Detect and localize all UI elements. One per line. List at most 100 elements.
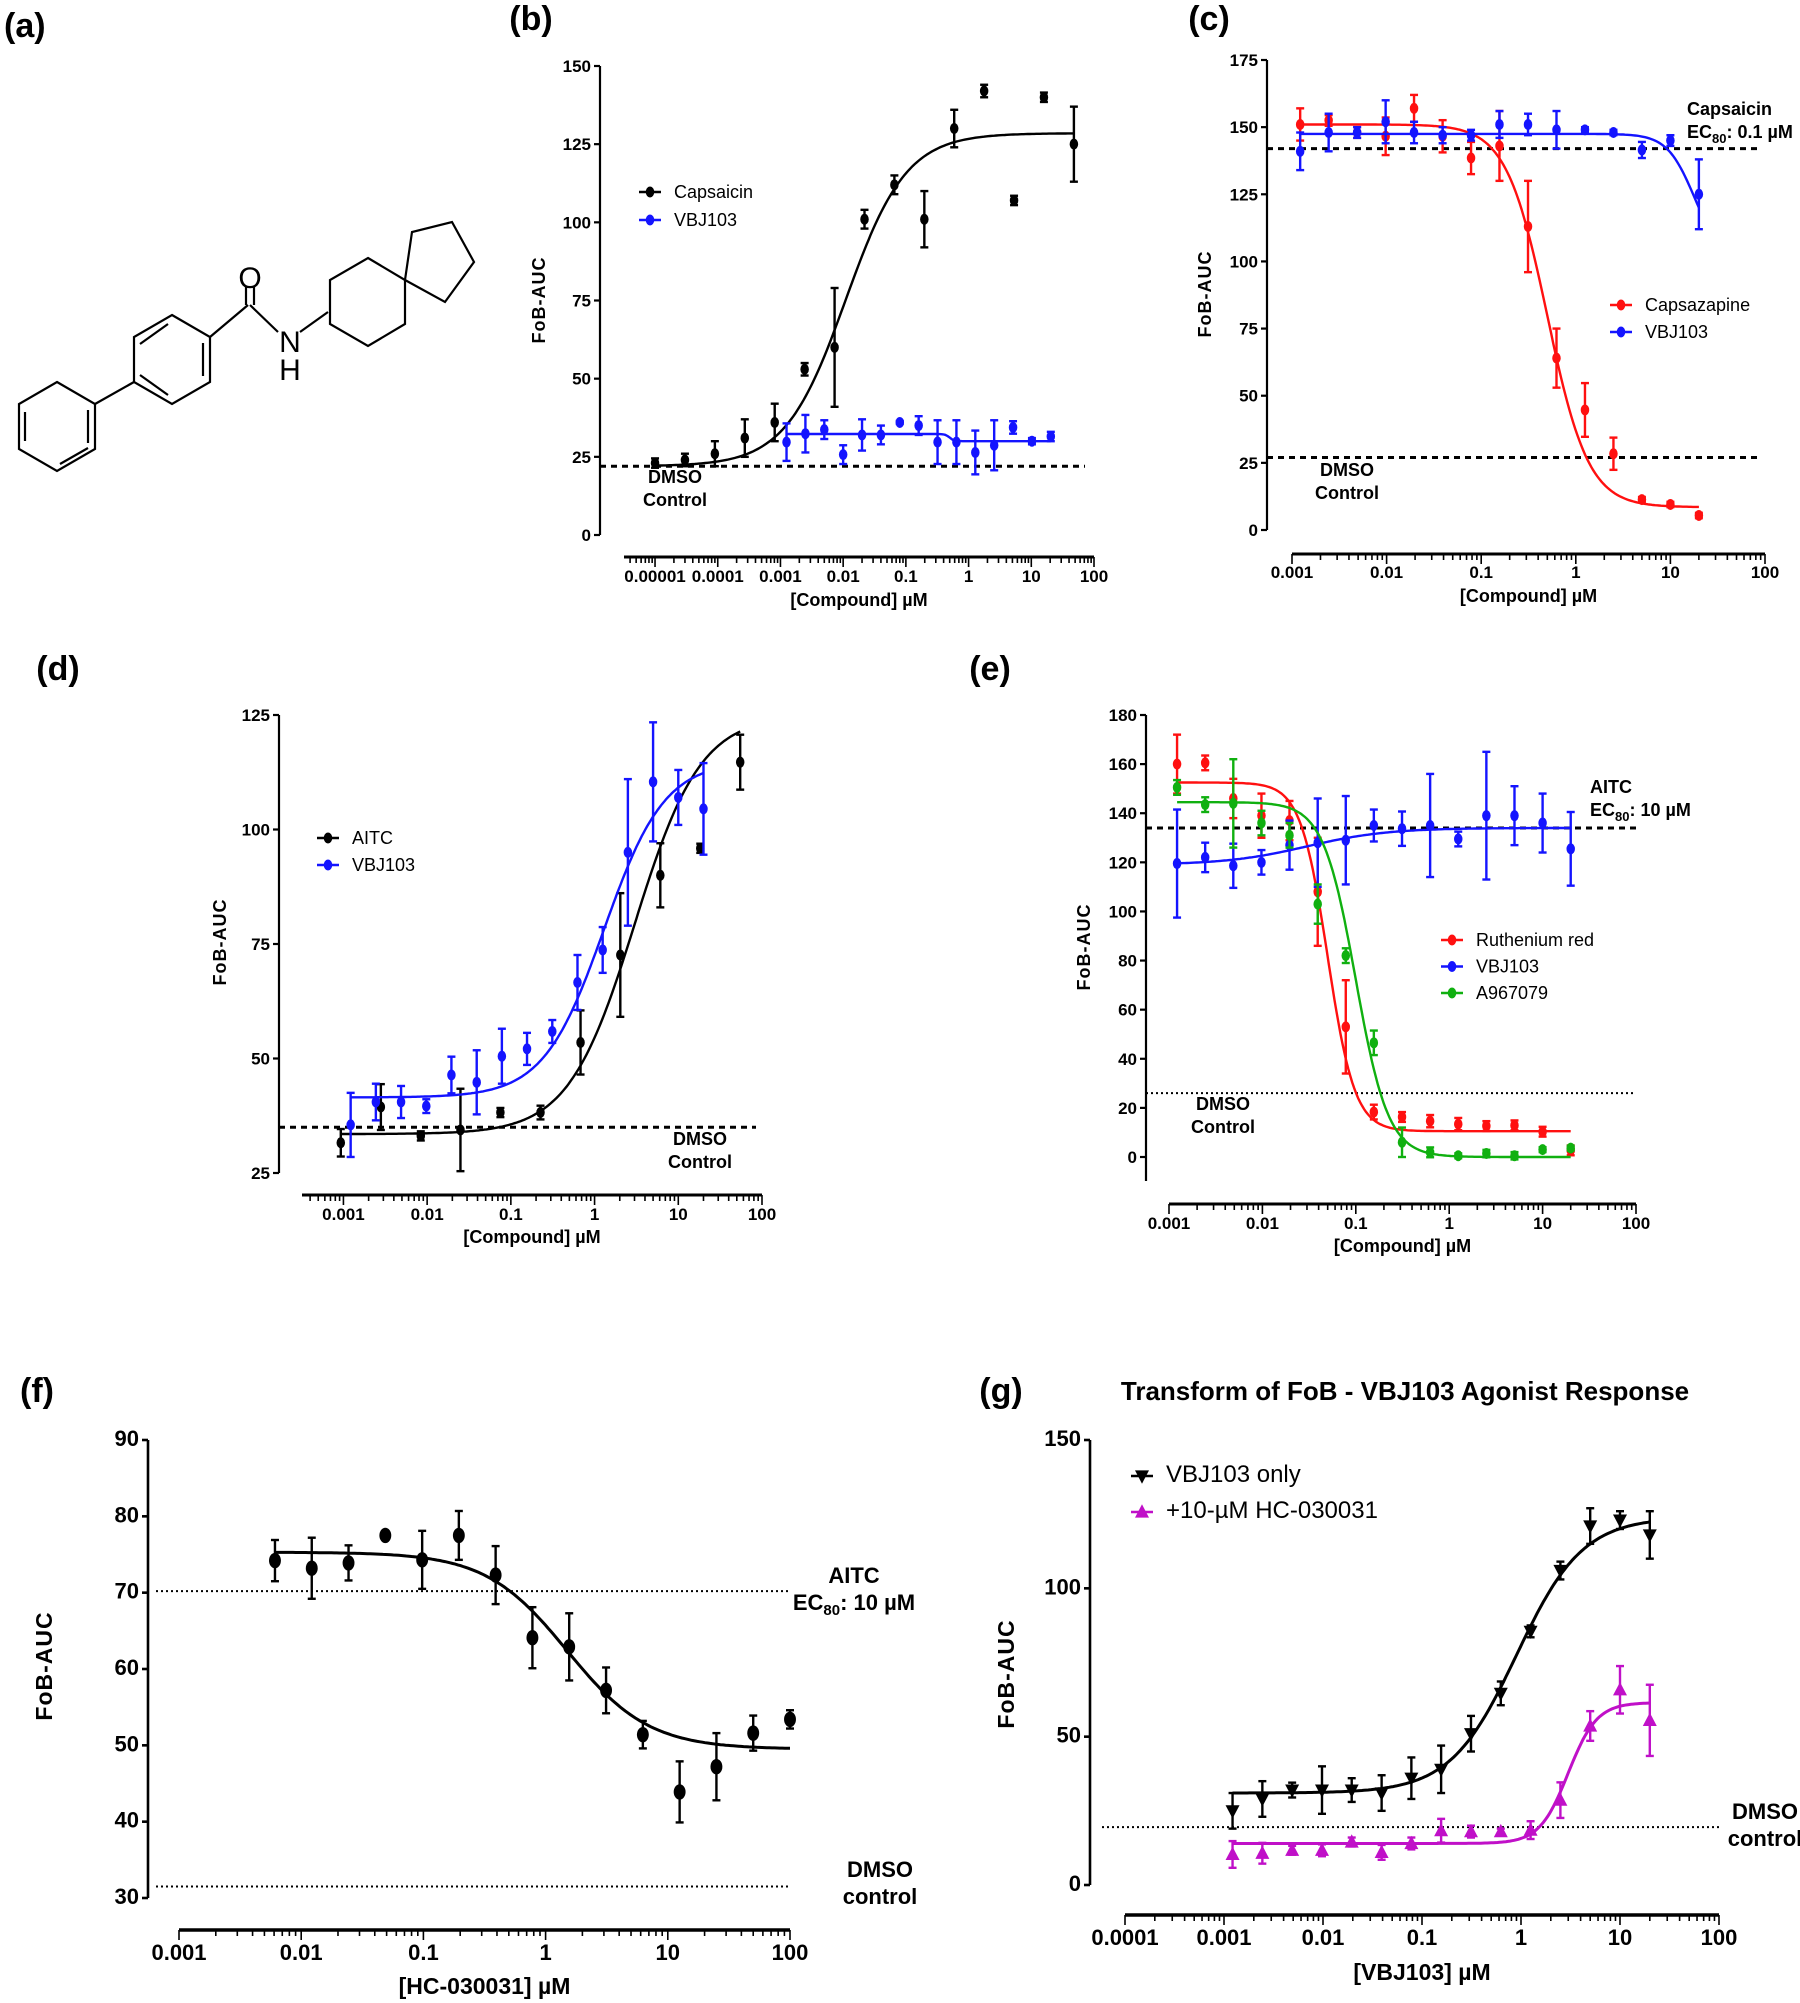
annotation-text: EC [1590, 800, 1615, 820]
legend-marker [1616, 326, 1626, 338]
data-point [379, 1527, 392, 1544]
x-tick-label: 10 [669, 1205, 688, 1224]
annotation-subscript: 80 [1712, 131, 1726, 146]
annotation-subscript: 80 [823, 1602, 840, 1619]
data-point [1553, 1792, 1568, 1806]
x-tick-label: 1 [1571, 563, 1580, 582]
data-point [770, 416, 779, 428]
data-point [1642, 1712, 1657, 1726]
data-point [1225, 1805, 1240, 1819]
data-point [1046, 431, 1056, 443]
data-point [1341, 834, 1351, 846]
x-tick-label: 0.001 [322, 1205, 365, 1224]
data-point [1552, 352, 1561, 364]
data-point [1009, 194, 1019, 206]
data-point [1425, 1146, 1435, 1158]
data-point [416, 1552, 429, 1568]
phenylene-ring [132, 313, 212, 406]
data-point [1510, 1119, 1519, 1131]
y-tick-label: 75 [251, 935, 270, 954]
legend-item: VBJ103 [1441, 957, 1539, 977]
legend-item: VBJ103 [639, 210, 737, 230]
x-tick-label: 100 [1080, 567, 1108, 586]
legend-marker [323, 859, 333, 871]
x-tick-label: 10 [1022, 567, 1041, 586]
y-axis-title: FoB-AUC [529, 257, 549, 344]
data-point [1510, 1150, 1519, 1162]
data-point [747, 1725, 760, 1741]
data-point [1613, 1682, 1627, 1696]
reference-line-label: DMSO [1320, 460, 1374, 480]
x-axis: 0.001 0.01 0.1 1 10 100 [Compound] µM [1271, 552, 1779, 606]
y-tick-label: 50 [115, 1731, 139, 1756]
y-tick-label: 100 [242, 821, 270, 840]
legend-label: Ruthenium red [1476, 930, 1594, 950]
data-point [1295, 118, 1305, 130]
annotation-text: EC [1687, 122, 1712, 142]
legend-marker [1135, 1504, 1149, 1518]
data-point [1225, 1846, 1240, 1861]
data-point [522, 1043, 532, 1055]
x-axis-title: [Compound] µM [1334, 1236, 1471, 1256]
oxygen-atom: O [238, 262, 261, 295]
data-point [1613, 1514, 1627, 1528]
x-tick-label: 0.1 [499, 1205, 523, 1224]
data-point [1369, 820, 1379, 831]
data-point [497, 1050, 507, 1062]
x-tick-label: 0.001 [759, 567, 802, 586]
data-point [1027, 435, 1037, 447]
cyclopentane-ring [403, 220, 476, 304]
data-point [1482, 810, 1491, 822]
legend-label: +10-µM HC-030031 [1166, 1497, 1378, 1524]
data-point [452, 1527, 465, 1544]
x-tick-label: 0.0001 [1091, 1925, 1158, 1950]
x-axis-title: [VBJ103] µM [1353, 1959, 1490, 1985]
data-point [416, 1130, 426, 1142]
y-axis-title: FoB-AUC [1195, 251, 1215, 338]
data-point [1538, 1144, 1547, 1156]
y-axis-title: FoB-AUC [31, 1611, 57, 1720]
y-tick-label: 140 [1109, 804, 1137, 823]
legend-item: AITC [317, 828, 393, 848]
legend-label: VBJ103 only [1166, 1461, 1301, 1488]
y-tick-label: 25 [572, 448, 591, 467]
legend-item: Ruthenium red [1441, 930, 1594, 950]
reference-line-label: AITC [1590, 777, 1632, 797]
data-point [1694, 509, 1704, 521]
data-point [496, 1107, 505, 1119]
x-axis-title: [Compound] µM [790, 590, 927, 610]
data-point [1369, 1106, 1379, 1118]
bond [139, 374, 169, 396]
data-point [784, 1711, 796, 1728]
data-point [1495, 118, 1504, 130]
data-point [1538, 1126, 1547, 1138]
data-point [1008, 421, 1018, 433]
data-point [1438, 129, 1447, 141]
x-tick-label: 0.01 [1246, 1214, 1279, 1233]
amine-bond [299, 311, 329, 333]
x-tick-label: 0.1 [1469, 563, 1493, 582]
x-tick-label: 100 [1622, 1214, 1650, 1233]
data-point [920, 213, 929, 225]
x-tick-label: 0.1 [894, 567, 918, 586]
data-point [838, 449, 848, 461]
x-tick-label: 0.0001 [692, 567, 744, 586]
y-tick-label: 125 [242, 706, 270, 725]
panel-label: (f) [20, 1372, 54, 1410]
x-tick-label: 0.1 [408, 1940, 439, 1965]
data-point [949, 123, 959, 135]
y-tick-label: 80 [1118, 952, 1137, 971]
x-tick-label: 100 [748, 1205, 776, 1224]
data-point [890, 179, 899, 191]
panel-label: (g) [979, 1372, 1022, 1410]
y-tick-label: 25 [1239, 454, 1258, 473]
data-point [1381, 116, 1390, 128]
data-point [820, 424, 829, 436]
data-point [422, 1100, 431, 1112]
panel-f: (f) 30 40 50 60 70 80 90 FoB-AUC 0.001 0.01 0.1 1 10 1… [20, 1372, 917, 1999]
data-point [346, 1119, 355, 1131]
data-point [1255, 1793, 1270, 1807]
x-tick-label: 10 [656, 1940, 680, 1965]
